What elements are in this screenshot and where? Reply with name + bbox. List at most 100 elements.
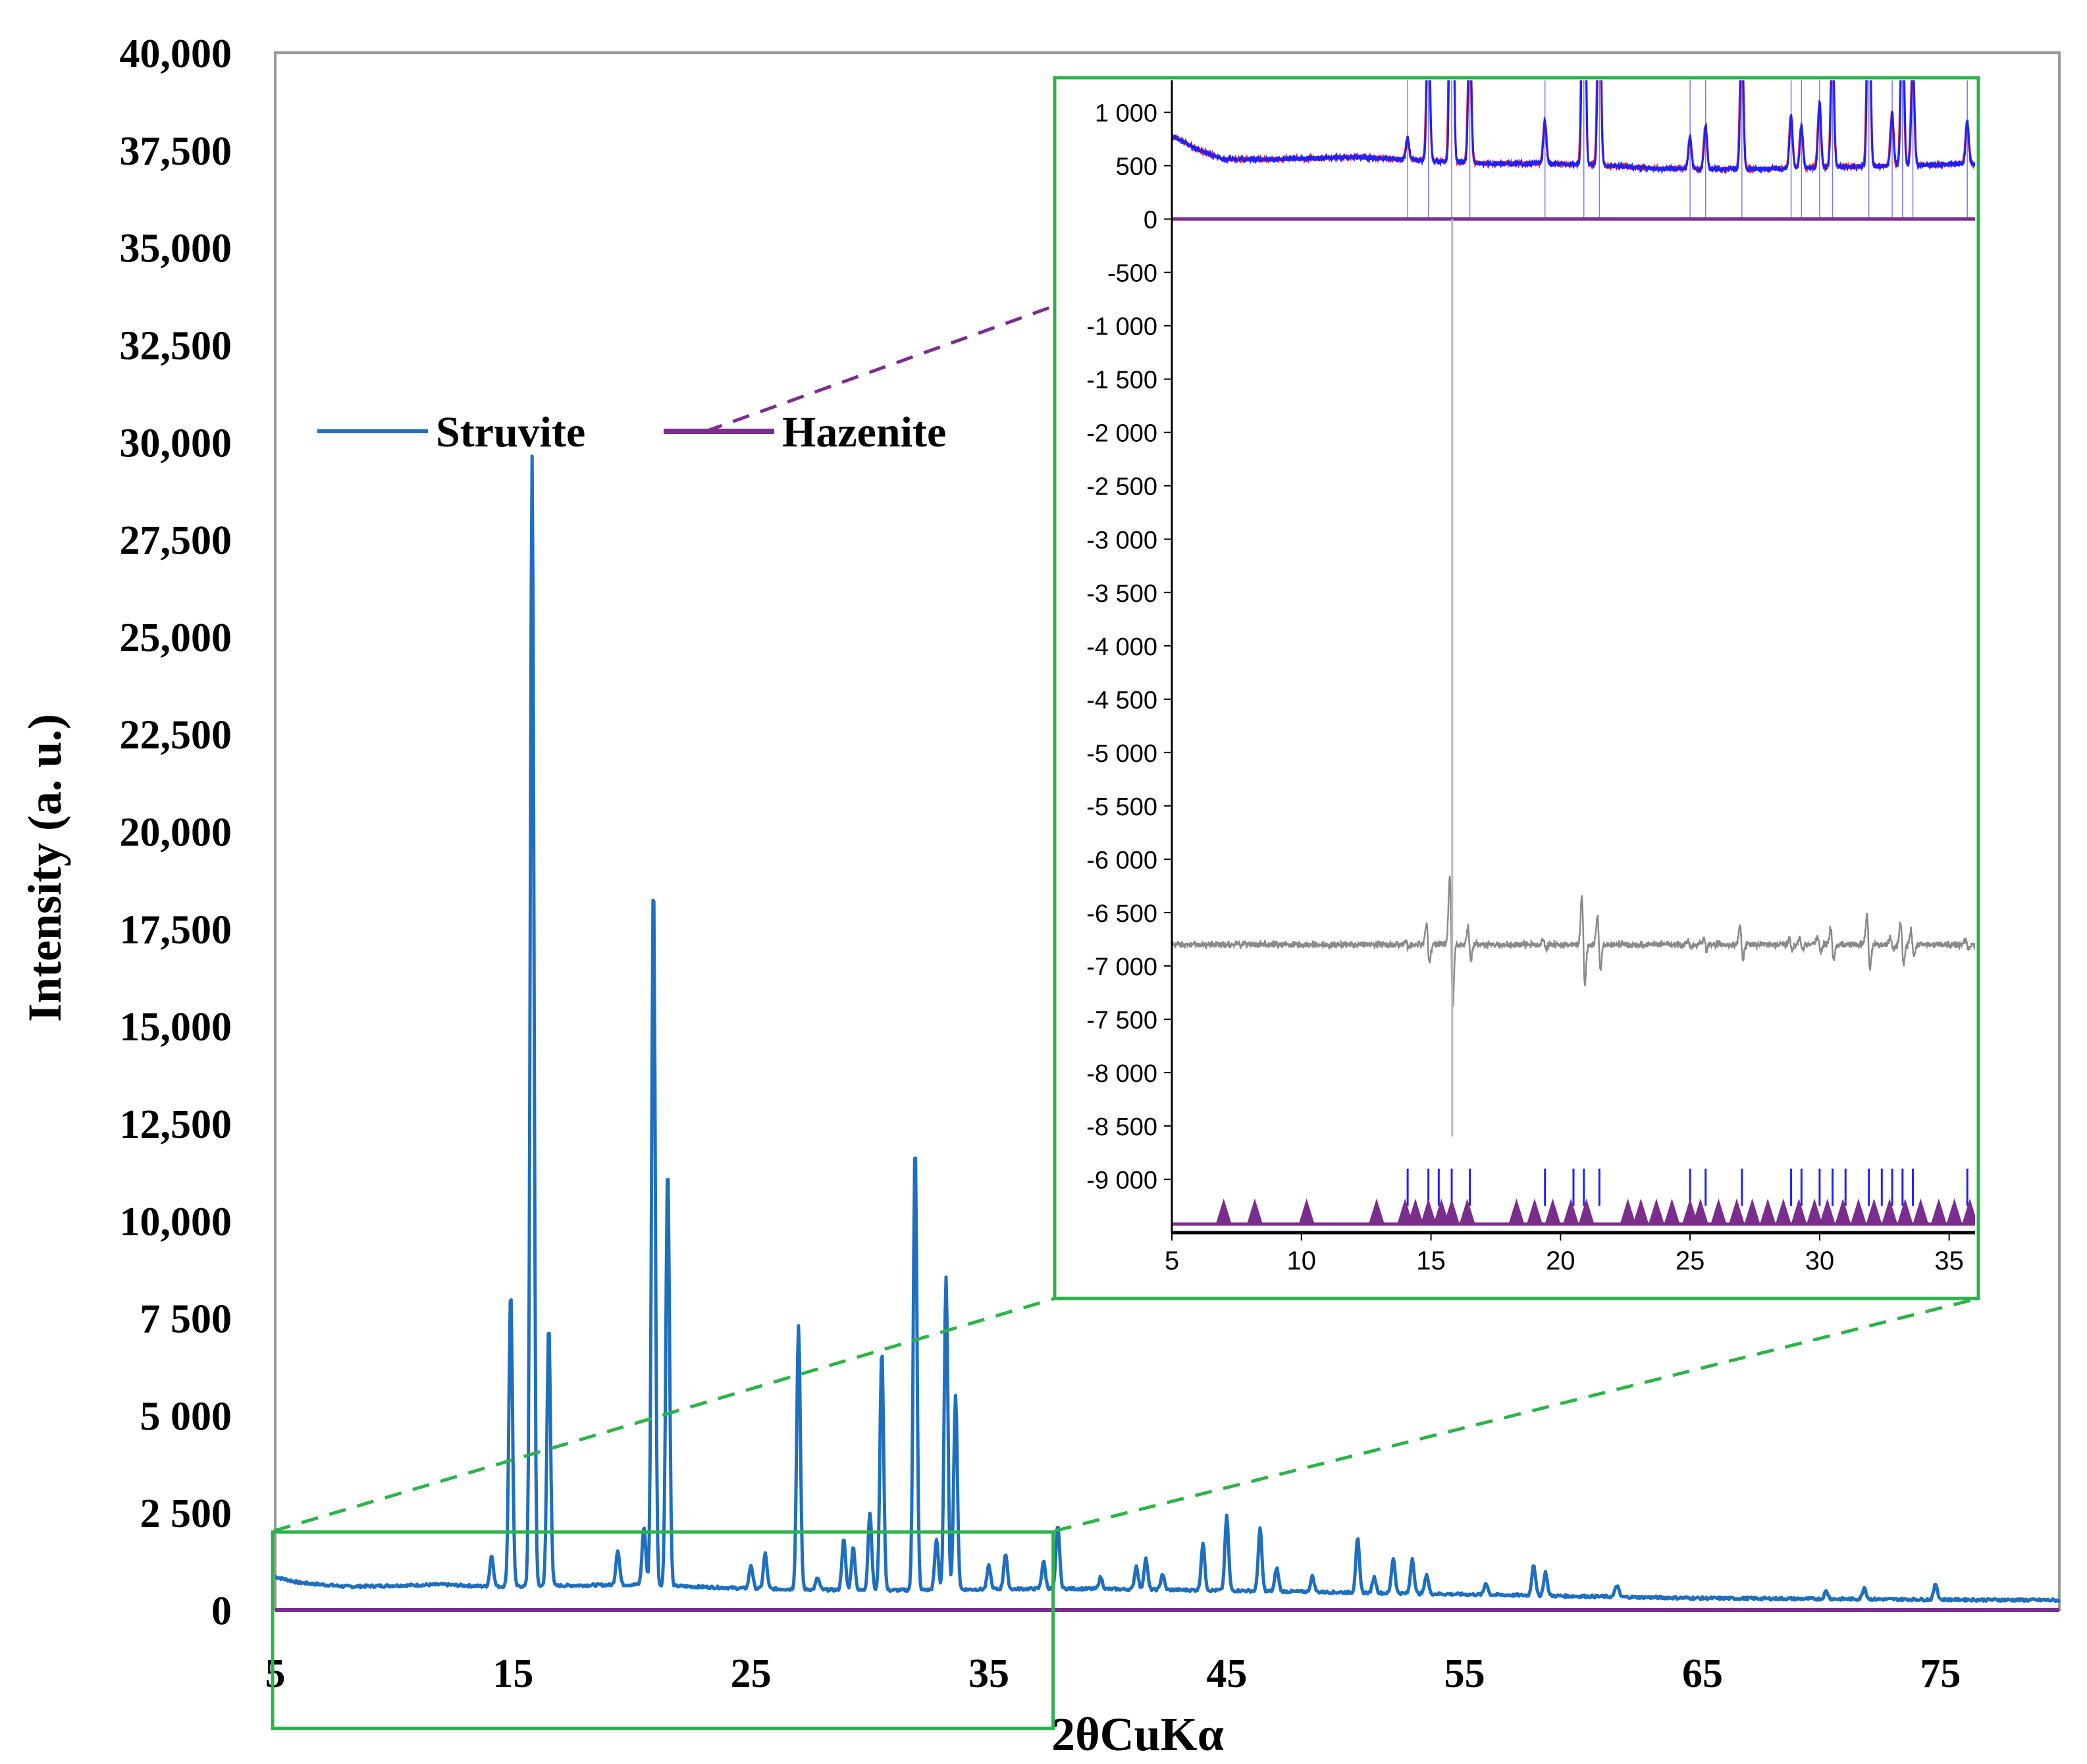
hazenite-reflection-tick: [1882, 1198, 1898, 1225]
inset-panel: [1053, 76, 1980, 1300]
inset-y-tick-label: -6 000: [1086, 847, 1157, 874]
x-tick-label: 65: [1682, 1651, 1723, 1696]
y-tick-label: 15,000: [120, 1005, 232, 1050]
hazenite-reflection-tick: [1444, 1198, 1460, 1225]
inset-y-tick-label: -5 000: [1086, 740, 1157, 768]
hazenite-reflection-tick: [1897, 1198, 1913, 1225]
y-tick-label: 20,000: [120, 811, 232, 855]
x-axis-label: 2θCuKα: [1051, 1708, 1224, 1761]
inset-x-axis: 5 10 15 20 25 30 35: [1165, 1233, 1964, 1275]
hazenite-reflection-tick: [1397, 1198, 1413, 1225]
zoom-connector-bottom: [1054, 1296, 1979, 1533]
hazenite-reflection-tick: [1946, 1198, 1963, 1225]
struvite-series-line: [274, 454, 2061, 1603]
inset-y-tick-label: -8 000: [1086, 1060, 1157, 1088]
hazenite-reflection-tick: [1563, 1198, 1579, 1225]
inset-y-tick-label: -8 500: [1086, 1113, 1157, 1141]
hazenite-reflection-tick: [1433, 1198, 1450, 1225]
legend-label-hazenite: Hazenite: [782, 408, 946, 456]
y-tick-label: 17,500: [120, 907, 232, 952]
inset-y-tick-label: -3 500: [1086, 580, 1157, 608]
hazenite-reflection-tick: [1215, 1198, 1232, 1225]
inset-y-tick-label: -7 000: [1086, 953, 1157, 981]
inset-x-tick-label: 15: [1416, 1246, 1446, 1275]
hazenite-reflection-tick: [1728, 1198, 1745, 1225]
y-tick-label: 7 500: [140, 1297, 232, 1342]
y-tick-label: 35,000: [120, 227, 232, 271]
inset-x-tick-label: 25: [1676, 1246, 1705, 1275]
inset-y-tick-label: 0: [1144, 207, 1157, 234]
zoom-connector-top: [273, 1296, 1055, 1533]
inset-x-tick-label: 10: [1287, 1246, 1317, 1275]
hazenite-reflection-tick: [1962, 1198, 1975, 1225]
inset-x-tick-label: 5: [1165, 1246, 1179, 1275]
hazenite-reflection-tick: [1791, 1198, 1807, 1225]
inset-chart: 1 000 500 0 -500 -1 000 -1 500 -2 000 -2 500 -3 …: [1053, 76, 1980, 1300]
hazenite-reflection-tick: [1420, 1198, 1437, 1225]
hazenite-reflection-tick: [1744, 1198, 1760, 1225]
hazenite-reflection-tick: [1775, 1198, 1791, 1225]
y-tick-label: 0: [211, 1589, 232, 1634]
inset-y-tick-label: -5 500: [1086, 793, 1157, 821]
inset-y-axis: 1 000 500 0 -500 -1 000 -1 500 -2 000 -2 500 -3 …: [1086, 100, 1172, 1194]
y-tick-label: 32,500: [120, 323, 232, 368]
hazenite-reflection-tick: [1633, 1198, 1649, 1225]
y-tick-label: 10,000: [120, 1200, 232, 1244]
hazenite-reflection-tick: [1664, 1198, 1680, 1225]
legend-label-struvite: Struvite: [436, 408, 585, 456]
inset-y-tick-label: -1 000: [1086, 313, 1157, 341]
hazenite-reflection-tick: [1835, 1198, 1851, 1225]
hazenite-reflection-tick: [1866, 1198, 1882, 1225]
hazenite-reflection-tick: [1760, 1198, 1776, 1225]
calculated-curve: [1172, 80, 1975, 174]
hazenite-reflection-tick: [1508, 1198, 1525, 1225]
y-tick-label: 25,000: [120, 616, 232, 660]
hazenite-reflection-tick: [1368, 1198, 1385, 1225]
hazenite-reflection-tick: [1459, 1198, 1475, 1225]
inset-y-tick-label: -2 500: [1086, 473, 1157, 501]
y-tick-label: 40,000: [120, 32, 232, 76]
main-y-axis: 0 2 500 5 000 7 500 10,000 12,500 15,000 17,500…: [120, 32, 232, 1634]
hazenite-reflection-tick: [1807, 1198, 1822, 1225]
hazenite-reflection-tick: [1850, 1198, 1866, 1225]
inset-y-tick-label: -4 500: [1086, 687, 1157, 714]
y-tick-label: 5 000: [140, 1394, 232, 1439]
inset-y-tick-label: -9 000: [1086, 1167, 1157, 1194]
x-tick-label: 25: [731, 1651, 772, 1696]
inset-y-tick-label: 500: [1116, 153, 1157, 181]
inset-y-tick-label: -4 000: [1086, 633, 1157, 661]
inset-y-tick-label: -500: [1107, 260, 1157, 288]
y-tick-label: 2 500: [140, 1491, 232, 1536]
inset-x-tick-label: 35: [1934, 1246, 1964, 1275]
inset-y-tick-label: -3 000: [1086, 527, 1157, 554]
x-tick-label: 75: [1920, 1651, 1961, 1696]
hazenite-reflection-tick: [1526, 1198, 1543, 1225]
inset-y-tick-label: -2 000: [1086, 420, 1157, 448]
y-tick-label: 12,500: [120, 1102, 232, 1147]
y-tick-label: 22,500: [120, 713, 232, 758]
inset-plot-area: [1171, 80, 1975, 1235]
hazenite-reflection-tick: [1913, 1198, 1929, 1225]
y-tick-label: 37,500: [120, 129, 232, 174]
inset-x-tick-label: 20: [1546, 1246, 1575, 1275]
inset-x-tick-label: 30: [1805, 1246, 1835, 1275]
hazenite-reflection-tick: [1246, 1198, 1263, 1225]
legend: Struvite Hazenite: [317, 408, 946, 456]
zoom-region-box: [271, 1530, 1055, 1730]
x-tick-label: 45: [1206, 1651, 1247, 1696]
hazenite-reflection-tick: [1298, 1198, 1315, 1225]
inset-y-tick-label: 1 000: [1095, 100, 1157, 128]
y-axis-label: Intensity (a. u.): [18, 714, 71, 1022]
hazenite-reflection-tick: [1648, 1198, 1664, 1225]
inset-y-tick-label: -6 500: [1086, 900, 1157, 928]
hazenite-reflection-tick: [1545, 1198, 1561, 1225]
main-chart: 0 2 500 5 000 7 500 10,000 12,500 15,000 17,500…: [18, 32, 2061, 1761]
y-tick-label: 27,500: [120, 518, 232, 563]
main-x-axis: 5 15 25 35 45 55 65 75: [265, 1651, 1961, 1696]
x-tick-label: 55: [1444, 1651, 1485, 1696]
hazenite-reflection-tick: [1819, 1198, 1836, 1225]
difference-curve: [1172, 875, 1975, 1007]
hazenite-reflection-tick: [1710, 1198, 1727, 1225]
x-tick-label: 35: [968, 1651, 1009, 1696]
